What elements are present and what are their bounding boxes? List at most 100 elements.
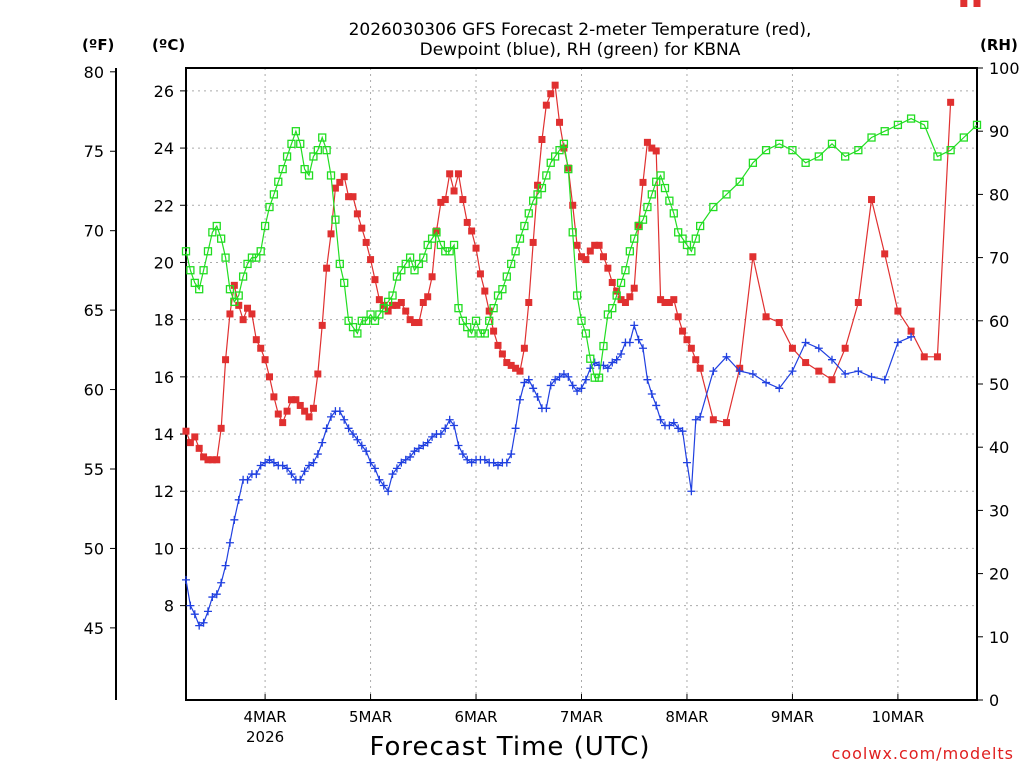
temperature-point [613,287,621,295]
dewpoint-point [186,601,195,610]
x-tick-label: 8MAR [665,708,708,726]
dewpoint-point [762,378,771,387]
dewpoint-point [634,335,643,344]
rh-point [370,316,380,325]
dewpoint-point [436,430,445,439]
celsius-tick-label: 12 [154,482,174,501]
temperature-point [507,361,515,369]
dewpoint-point [256,461,265,470]
temperature-point [222,356,230,364]
dewpoint-point [907,332,916,341]
rh-point [621,266,630,275]
celsius-tick-label: 22 [154,196,174,215]
temperature-point [547,90,555,98]
rh-point [669,209,678,218]
dewpoint-point [502,458,511,467]
x-tick-label: 4MAR [244,708,287,726]
rh-tick-label: 10 [989,628,1009,647]
temperature-point [621,298,629,306]
rh-point [511,247,520,256]
dewpoint-point [265,455,274,464]
dewpoint-point [652,401,661,410]
rh-point [867,133,876,142]
rh-point [375,310,384,319]
x-tick-label: 5MAR [349,708,392,726]
credit-link[interactable]: coolwx.com/modelts [831,744,1014,763]
temperature-point [542,101,550,109]
temperature-point [384,307,392,315]
temperature-point [696,364,704,372]
dewpoint-point [300,467,309,476]
gridlines [186,68,977,700]
temperature-point [665,298,673,306]
rh-point [524,209,533,218]
rh-point [449,240,459,250]
dewpoint-point [709,367,718,376]
rh-point [282,152,292,161]
dewpoint-point [515,395,524,404]
celsius-unit-label: (ºC) [152,36,186,54]
dewpoint-point [454,441,463,450]
rh-point [344,316,353,325]
rh-tick-label: 30 [989,501,1009,520]
rh-point [735,177,744,186]
temperature-point [261,356,269,364]
dewpoint-point [305,461,314,470]
temperature-point [551,81,559,89]
fahrenheit-tick-label: 65 [84,301,104,320]
temperature-point [200,453,208,461]
rh-point [217,234,226,243]
rh-point [208,228,217,237]
dewpoint-point [494,461,503,470]
temperature-point [450,187,458,195]
temperature-point [503,359,511,367]
rh-point [546,158,555,167]
temperature-point [257,344,265,352]
rh-point [630,234,639,243]
rh-point [625,247,634,256]
rh-tick-label: 50 [989,375,1009,394]
rh-point [195,285,204,294]
rh-point [520,221,529,231]
dewpoint-point [340,415,349,424]
dewpoint-point [318,438,327,447]
temperature-point [657,296,665,304]
rh-tick-label: 0 [989,691,999,710]
rh-tick-label: 40 [989,438,1009,457]
rh-point [471,316,481,325]
temperature-point [894,307,902,315]
celsius-tick-label: 14 [154,425,174,444]
temperature-point [709,416,717,424]
dewpoint-point [344,424,353,433]
rh-point [638,215,648,224]
rh-point [199,266,208,275]
temperature-point [679,327,687,335]
dewpoint-point [217,578,226,587]
dewpoint-point [388,470,397,479]
dewpoint-point [234,495,243,504]
temperature-point [538,135,546,143]
fahrenheit-tick-label: 60 [84,381,104,400]
dewpoint-point [893,338,902,347]
dewpoint-point [296,475,305,484]
celsius-tick-label: 24 [154,139,174,158]
dewpoint-point [520,378,529,387]
rh-point [652,177,661,186]
rh-point [656,171,665,180]
rh-tick-label: 80 [989,185,1009,204]
dewpoint-point [287,470,296,479]
rh-point [603,310,613,319]
rh-point [529,196,538,205]
rh-point [643,202,652,212]
rh-point [392,272,402,281]
rh-tick-label: 100 [989,59,1020,78]
temperature-point [195,444,203,452]
rh-point [814,152,823,161]
temperature-point [749,253,757,261]
temperature-point [630,284,638,292]
rh-point [709,202,718,212]
rh-point [893,120,903,130]
x-tick-label: 6MAR [454,708,497,726]
rh-point [476,329,485,338]
rh-unit-label: (RH) [980,36,1018,54]
